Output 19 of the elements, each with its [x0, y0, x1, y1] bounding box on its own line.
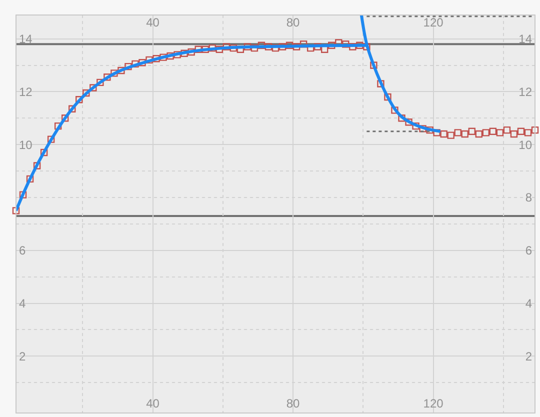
y-tick-label: 2 [19, 349, 26, 364]
x2-tick-label: 40 [146, 15, 160, 30]
y2-tick-label: 2 [525, 349, 532, 364]
x2-tick-label: 120 [423, 15, 444, 30]
x2-tick-label: 80 [286, 15, 300, 30]
y2-tick-label: 12 [518, 84, 532, 99]
y2-tick-label: 4 [525, 296, 532, 310]
x-tick-label: 120 [423, 396, 444, 411]
y2-tick-label: 14 [518, 32, 532, 46]
y-tick-label: 6 [19, 244, 26, 258]
y2-tick-label: 6 [525, 244, 532, 258]
y2-tick-label: 8 [525, 190, 532, 205]
y2-tick-label: 10 [518, 138, 532, 152]
y-tick-label: 12 [19, 84, 33, 99]
y-tick-label: 10 [19, 138, 33, 152]
x-tick-label: 40 [146, 396, 160, 411]
y-tick-label: 14 [19, 32, 33, 46]
x-tick-label: 80 [286, 396, 300, 411]
y-tick-label: 4 [19, 296, 26, 310]
